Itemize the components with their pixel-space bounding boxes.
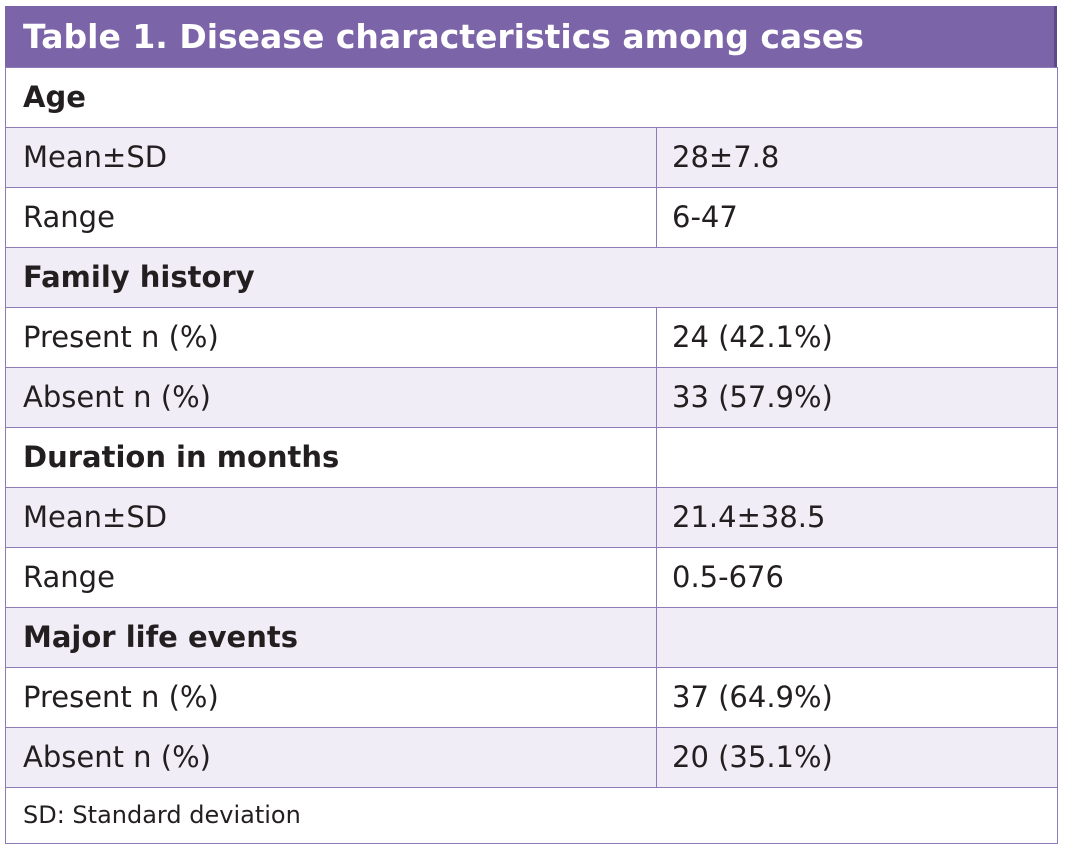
table-row: Range 0.5-676	[5, 547, 1058, 608]
row-value: 21.4±38.5	[656, 487, 1058, 548]
row-label: Absent n (%)	[5, 367, 657, 428]
disease-characteristics-table: Table 1. Disease characteristics among c…	[5, 6, 1058, 846]
row-value: 28±7.8	[656, 127, 1058, 188]
section-label: Family history	[5, 247, 1058, 308]
row-label: Mean±SD	[5, 487, 657, 548]
table-row: Present n (%) 24 (42.1%)	[5, 307, 1058, 368]
row-value: 20 (35.1%)	[656, 727, 1058, 788]
table-row: Present n (%) 37 (64.9%)	[5, 667, 1058, 728]
footnote-row: SD: Standard deviation	[5, 787, 1058, 844]
section-row-family-history: Family history	[5, 247, 1058, 308]
section-value-empty	[656, 607, 1058, 668]
row-label: Range	[5, 547, 657, 608]
section-row-major-life-events: Major life events	[5, 607, 1058, 668]
row-value: 6-47	[656, 187, 1058, 248]
row-label: Mean±SD	[5, 127, 657, 188]
table-row: Range 6-47	[5, 187, 1058, 248]
table-footnote: SD: Standard deviation	[5, 787, 1058, 844]
table-row: Absent n (%) 20 (35.1%)	[5, 727, 1058, 788]
table-row: Mean±SD 28±7.8	[5, 127, 1058, 188]
table-row: Mean±SD 21.4±38.5	[5, 487, 1058, 548]
section-value-empty	[656, 427, 1058, 488]
table-row: Absent n (%) 33 (57.9%)	[5, 367, 1058, 428]
section-row-age: Age	[5, 67, 1058, 128]
row-label: Present n (%)	[5, 667, 657, 728]
row-value: 0.5-676	[656, 547, 1058, 608]
row-label: Absent n (%)	[5, 727, 657, 788]
data-table: Age Mean±SD 28±7.8 Range 6-47 Family his…	[5, 67, 1058, 844]
section-label: Age	[5, 67, 1058, 128]
row-value: 37 (64.9%)	[656, 667, 1058, 728]
row-label: Present n (%)	[5, 307, 657, 368]
table-title: Table 1. Disease characteristics among c…	[5, 6, 1057, 67]
section-label: Major life events	[5, 607, 657, 668]
row-label: Range	[5, 187, 657, 248]
section-row-duration: Duration in months	[5, 427, 1058, 488]
row-value: 33 (57.9%)	[656, 367, 1058, 428]
section-label: Duration in months	[5, 427, 657, 488]
row-value: 24 (42.1%)	[656, 307, 1058, 368]
